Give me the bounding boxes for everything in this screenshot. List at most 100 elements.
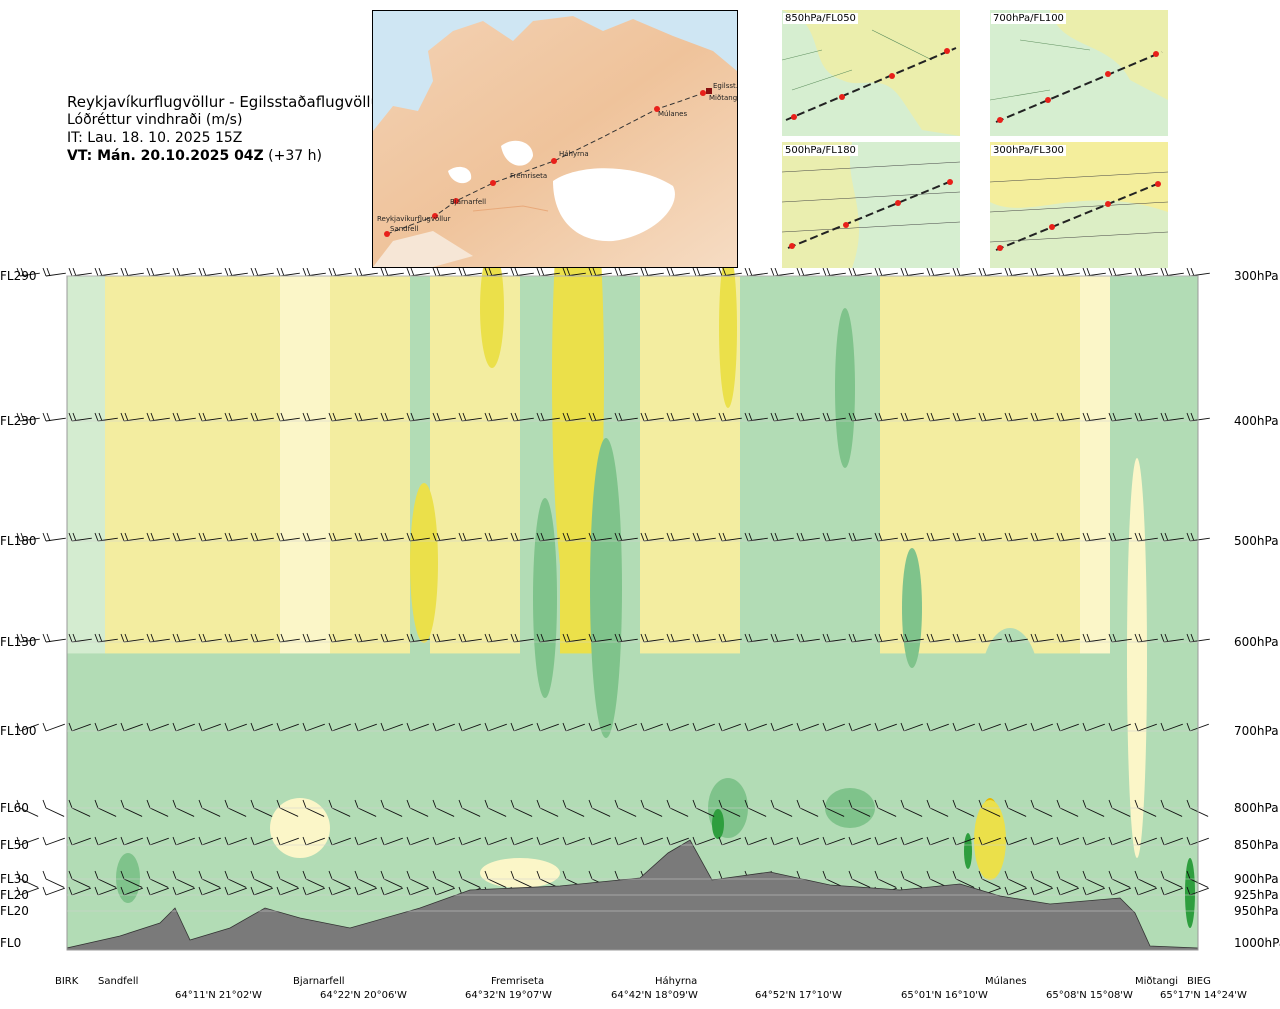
- wind-barb: [1160, 836, 1183, 846]
- wind-barb: [380, 412, 404, 422]
- wind-barb: [406, 267, 430, 277]
- wind-barb: [614, 799, 637, 817]
- wind-barb: [42, 799, 65, 817]
- wind-barb: [42, 836, 65, 846]
- valid-time-text: VT: Mán. 20.10.2025 04Z: [67, 148, 264, 164]
- flight-level-label: FL50: [0, 838, 29, 852]
- wind-barb: [1134, 836, 1157, 846]
- route-map[interactable]: Reykjavíkurflugvöllur Sandfell Bjarnarfe…: [372, 10, 738, 268]
- map-marker[interactable]: [490, 180, 496, 186]
- wind-barb: [172, 799, 195, 817]
- wind-barb: [1108, 836, 1131, 846]
- map-airport[interactable]: [706, 88, 712, 94]
- wind-barb: [432, 532, 456, 542]
- wind-barb: [874, 870, 897, 888]
- wind-barb: [120, 799, 143, 817]
- wind-barb: [926, 633, 950, 643]
- pressure-level-label: 400hPa: [1234, 414, 1279, 428]
- wind-barb: [432, 267, 456, 277]
- wind-barb: [770, 836, 793, 846]
- map-marker[interactable]: [700, 90, 706, 96]
- map-marker[interactable]: [453, 198, 459, 204]
- thumbnail-850hpa[interactable]: 850hPa/FL050: [782, 10, 960, 136]
- wind-barb: [172, 412, 196, 422]
- wind-barb: [1108, 870, 1131, 888]
- wind-barb: [432, 870, 455, 888]
- wind-barb: [120, 633, 144, 643]
- wind-barb: [406, 722, 429, 732]
- wind-barb: [666, 633, 690, 643]
- vertical-velocity-field: [67, 276, 1198, 950]
- wind-barb: [198, 412, 222, 422]
- wind-barb: [1030, 532, 1054, 542]
- wind-barb: [952, 532, 976, 542]
- wind-barb: [250, 886, 273, 896]
- wind-barb: [328, 886, 351, 896]
- wind-barb: [406, 870, 429, 888]
- waypoint-label: Múlanes: [985, 975, 1027, 987]
- wind-barb: [250, 722, 273, 732]
- wind-barb: [588, 836, 611, 846]
- wind-barb: [1082, 886, 1105, 896]
- wind-barb: [250, 799, 273, 817]
- map-label: Reykjavíkurflugvöllur: [377, 215, 451, 223]
- flight-level-label: FL290: [0, 269, 37, 283]
- wind-barb: [146, 836, 169, 846]
- thumbnail-300hpa[interactable]: 300hPa/FL300: [990, 142, 1168, 268]
- velocity-cell: [719, 248, 737, 408]
- wind-barb: [406, 836, 429, 846]
- route-line: [386, 90, 710, 235]
- wind-barb: [536, 633, 560, 643]
- valid-time: VT: Mán. 20.10.2025 04Z (+37 h): [67, 147, 386, 165]
- wind-barb: [94, 633, 118, 643]
- wind-barb: [770, 412, 794, 422]
- wind-barb: [302, 633, 326, 643]
- wind-barb: [1004, 532, 1028, 542]
- wind-barb: [458, 412, 482, 422]
- coordinate-label: 64°22'N 20°06'W: [320, 990, 407, 1001]
- wind-barb: [692, 799, 715, 817]
- map-marker[interactable]: [654, 106, 660, 112]
- wind-barb: [1056, 886, 1079, 896]
- wind-barb: [250, 267, 274, 277]
- wind-barb: [146, 722, 169, 732]
- wind-barb: [926, 722, 949, 732]
- wind-barb: [744, 836, 767, 846]
- wind-barb: [900, 412, 924, 422]
- thumbnail-500hpa[interactable]: 500hPa/FL180: [782, 142, 960, 268]
- wind-barb: [848, 870, 871, 888]
- thumbnail-700hpa[interactable]: 700hPa/FL100: [990, 10, 1168, 136]
- wind-barb: [42, 722, 65, 732]
- wind-barb: [302, 532, 326, 542]
- route-markers: [384, 88, 712, 237]
- wind-barb: [250, 412, 274, 422]
- wind-barb: [978, 633, 1002, 643]
- wind-barb: [926, 799, 949, 817]
- wind-barb: [1160, 412, 1184, 422]
- wind-barb: [1030, 722, 1053, 732]
- wind-barb: [900, 722, 923, 732]
- wind-barb: [796, 633, 820, 643]
- wind-barb: [926, 267, 950, 277]
- map-labels: Reykjavíkurflugvöllur Sandfell Bjarnarfe…: [377, 82, 737, 233]
- wind-barb: [458, 836, 481, 846]
- wind-barb: [250, 870, 273, 888]
- wind-barb: [718, 633, 742, 643]
- wind-barb: [1134, 886, 1157, 896]
- wind-barb: [614, 836, 637, 846]
- flight-level-label: FL130: [0, 635, 37, 649]
- velocity-cell: [964, 833, 972, 869]
- wind-barb: [1082, 412, 1106, 422]
- wind-barb: [1134, 870, 1157, 888]
- map-marker[interactable]: [384, 231, 390, 237]
- map-marker[interactable]: [432, 213, 438, 219]
- waypoint-axis: BIRK Sandfell Bjarnarfell Fremriseta Háhyrna…: [55, 975, 1247, 1001]
- wind-barb: [614, 412, 638, 422]
- waypoint-label: Háhyrna: [655, 975, 697, 987]
- wind-barb: [354, 870, 377, 888]
- wind-barb: [94, 267, 118, 277]
- map-label: Miðtangi: [709, 94, 737, 102]
- map-marker[interactable]: [551, 158, 557, 164]
- wind-barb: [1004, 412, 1028, 422]
- wind-barb: [458, 722, 481, 732]
